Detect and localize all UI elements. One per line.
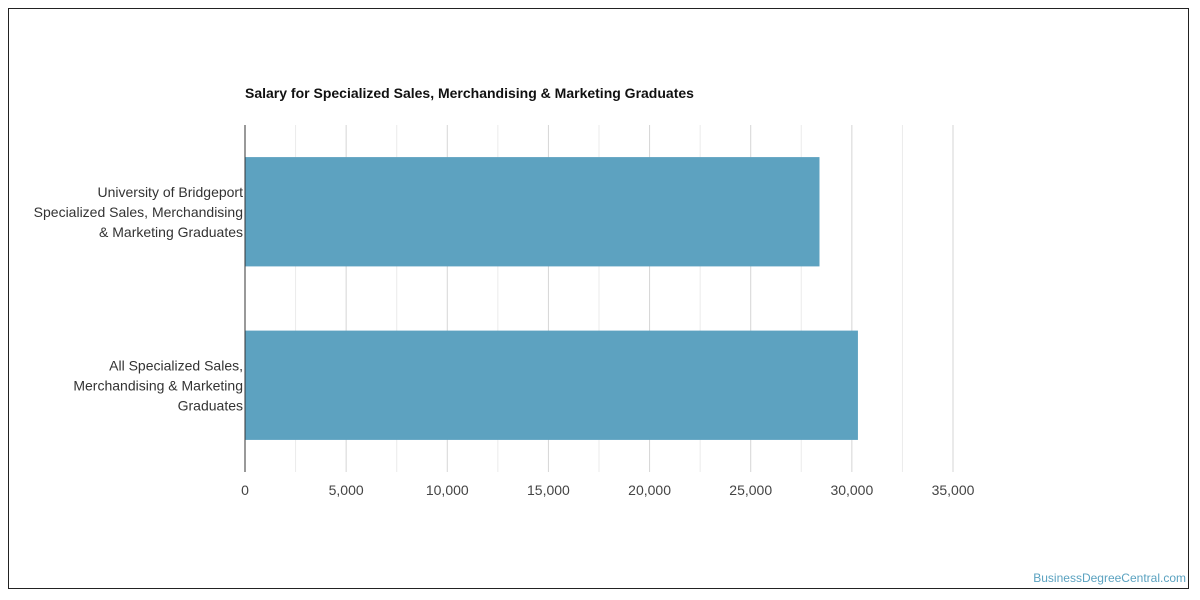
x-tick-label: 20,000 [628, 482, 671, 498]
x-tick-label: 25,000 [729, 482, 772, 498]
x-tick-label: 10,000 [426, 482, 469, 498]
chart-frame [8, 8, 1189, 589]
category-label-line: Graduates [178, 397, 243, 413]
x-tick-labels: 0 5,000 10,000 15,000 20,000 25,000 30,000 35,0… [241, 482, 975, 498]
category-label: University of Bridgeport Specialized Sale… [34, 184, 243, 240]
category-label: All Specialized Sales, Merchandising & Ma… [73, 357, 243, 413]
category-label-line: Merchandising & Marketing [73, 377, 243, 393]
bars [245, 157, 858, 440]
bar [245, 330, 858, 440]
category-label-line: & Marketing Graduates [99, 224, 243, 240]
watermark: BusinessDegreeCentral.com [1033, 571, 1186, 585]
x-tick-label: 5,000 [329, 482, 364, 498]
category-labels: University of Bridgeport Specialized Sale… [34, 184, 243, 414]
category-label-line: Specialized Sales, Merchandising [34, 204, 243, 220]
category-label-line: All Specialized Sales, [109, 357, 243, 373]
chart-title: Salary for Specialized Sales, Merchandis… [245, 85, 694, 101]
x-tick-label: 0 [241, 482, 249, 498]
x-tick-label: 15,000 [527, 482, 570, 498]
x-tick-label: 30,000 [830, 482, 873, 498]
bar [245, 157, 820, 267]
category-label-line: University of Bridgeport [97, 184, 243, 200]
x-tick-label: 35,000 [932, 482, 975, 498]
